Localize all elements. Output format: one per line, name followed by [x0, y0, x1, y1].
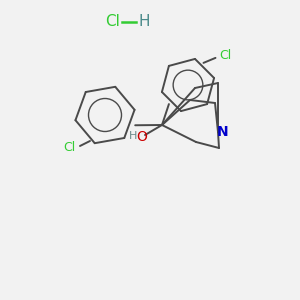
Text: Cl: Cl — [105, 14, 120, 29]
Text: O: O — [136, 130, 147, 144]
Text: H: H — [129, 131, 137, 141]
Text: Cl: Cl — [63, 142, 75, 154]
Text: N: N — [217, 125, 229, 139]
Text: Cl: Cl — [219, 50, 232, 62]
Text: H: H — [139, 14, 151, 29]
